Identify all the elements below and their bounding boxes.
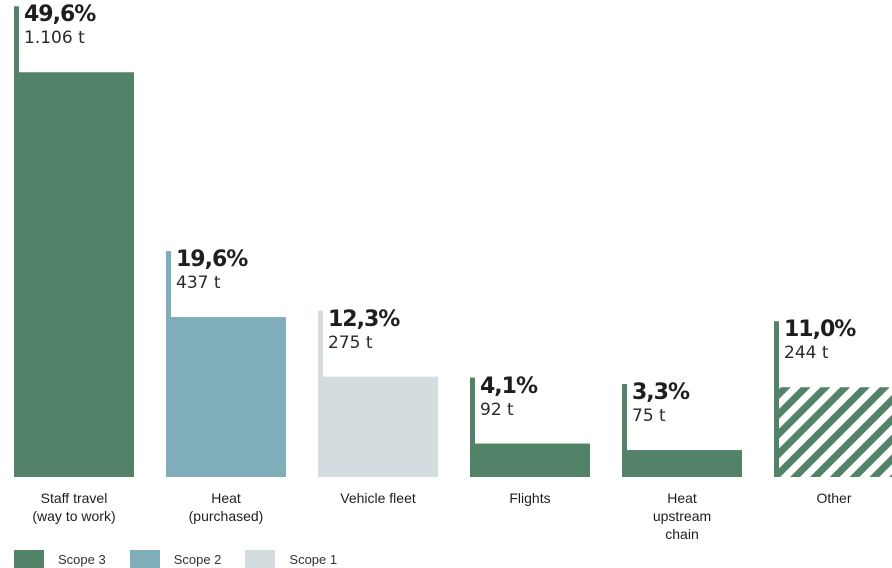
bar-percent-label: 12,3% [328, 306, 400, 332]
bar-tonnes-label: 437 t [176, 273, 221, 294]
bar-percent-label: 11,0% [784, 317, 856, 343]
bar-marker-line [622, 384, 627, 477]
bar [318, 376, 438, 477]
legend-swatch-scope-1 [245, 550, 276, 568]
bar-marker-line [774, 321, 779, 477]
legend-label-scope-1: Scope 1 [289, 551, 338, 567]
bar-marker-line [14, 6, 19, 477]
legend-item-scope-2: Scope 2 [129, 550, 222, 568]
bar [622, 450, 742, 477]
category-label: Heat upstream chain [652, 490, 712, 542]
bar-marker-line [318, 310, 323, 477]
bar-percent-label: 19,6% [176, 247, 248, 273]
bar [774, 387, 892, 477]
category-label: Heat (purchased) [188, 490, 264, 524]
bar-percent-label: 49,6% [24, 2, 96, 28]
bar-marker-line [470, 377, 475, 477]
category-label: Staff travel (way to work) [32, 490, 116, 524]
bar-tonnes-label: 244 t [784, 343, 829, 364]
legend-label-scope-3: Scope 3 [58, 551, 106, 567]
legend-swatch-scope-2 [129, 550, 160, 568]
legend-swatch-scope-3 [14, 550, 44, 568]
bar-percent-label: 3,3% [632, 380, 690, 406]
bar-percent-label: 4,1% [480, 373, 538, 399]
bar-tonnes-label: 92 t [480, 399, 514, 420]
bar-tonnes-label: 75 t [632, 406, 666, 427]
category-label: Other [816, 490, 852, 506]
bar-marker-line [166, 251, 171, 477]
legend-label-scope-2: Scope 2 [173, 551, 222, 567]
legend-item-scope-3: Scope 3 [14, 550, 106, 568]
legend: Scope 3 Scope 2 Scope 1 [14, 550, 361, 568]
bar [14, 72, 134, 477]
category-label: Vehicle fleet [340, 490, 416, 506]
legend-item-scope-1: Scope 1 [245, 550, 337, 568]
bar-tonnes-label: 1.106 t [24, 28, 85, 49]
bar-tonnes-label: 275 t [328, 332, 373, 353]
bar [470, 443, 590, 477]
category-label: Flights [509, 490, 551, 506]
bar [166, 317, 286, 477]
